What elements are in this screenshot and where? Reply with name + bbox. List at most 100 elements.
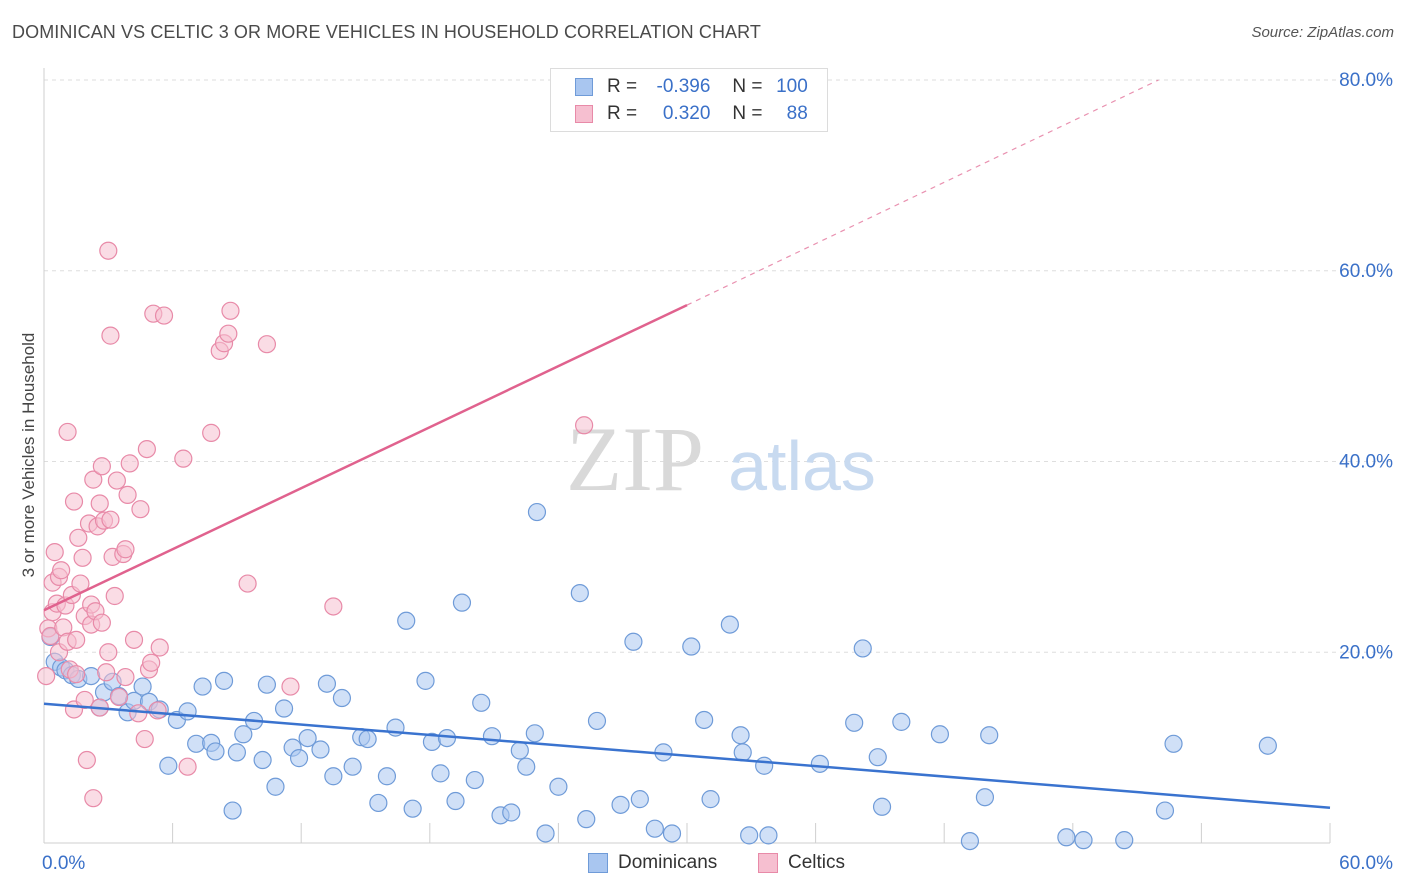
point-dominicans: [193, 677, 212, 696]
point-celtics: [174, 449, 193, 468]
point-celtics: [131, 500, 150, 519]
grid-lines: [44, 79, 1392, 653]
legend-r-value: 0.320: [662, 103, 711, 124]
point-dominicans: [253, 750, 272, 770]
point-dominicans: [577, 810, 596, 829]
legend-swatch-celtics: [575, 105, 593, 123]
point-dominicans: [975, 788, 995, 807]
point-celtics: [150, 638, 169, 657]
point-dominicans: [892, 712, 911, 731]
point-celtics: [52, 561, 71, 580]
point-dominicans: [178, 702, 197, 721]
point-dominicans: [733, 743, 752, 762]
point-dominicans: [517, 757, 536, 776]
point-dominicans: [695, 710, 714, 730]
point-dominicans: [465, 770, 484, 790]
point-celtics: [58, 422, 77, 442]
point-dominicans: [740, 826, 759, 845]
point-dominicans: [549, 777, 568, 796]
y-tick-label: 20.0%: [1339, 642, 1393, 663]
point-dominicans: [317, 674, 337, 693]
point-dominicans: [274, 699, 294, 718]
point-dominicans: [431, 764, 450, 783]
point-celtics: [69, 528, 88, 547]
point-celtics: [178, 757, 197, 776]
legend-label-celtics: Celtics: [788, 852, 846, 873]
source-label: Source: ZipAtlas.com: [1251, 24, 1394, 41]
point-dominicans: [930, 725, 950, 744]
point-celtics: [73, 548, 92, 567]
point-dominicans: [1155, 801, 1175, 820]
point-celtics: [238, 574, 257, 593]
point-dominicans: [358, 729, 377, 749]
point-celtics: [148, 701, 167, 720]
point-celtics: [92, 457, 111, 476]
trend-line-dominicans: [43, 702, 1331, 809]
point-dominicans: [682, 637, 701, 656]
legend-n-value: 88: [786, 103, 808, 124]
point-celtics: [45, 543, 64, 562]
legend-item-dominicans: Dominicans: [588, 852, 717, 874]
point-dominicans: [720, 615, 739, 634]
point-dominicans: [527, 502, 547, 522]
point-celtics: [84, 789, 103, 808]
legend-n-label: N =: [732, 76, 763, 97]
point-celtics: [575, 416, 594, 435]
point-dominicans: [311, 740, 330, 759]
point-dominicans: [377, 767, 397, 786]
point-dominicans: [206, 742, 225, 761]
watermark-atlas: atlas: [728, 427, 876, 505]
legend-swatch-dominicans: [575, 78, 593, 96]
legend-r-label: R =: [607, 76, 638, 97]
point-celtics: [116, 540, 135, 559]
point-dominicans: [187, 734, 206, 753]
legend-r-value: -0.396: [656, 76, 711, 97]
point-celtics: [129, 704, 148, 723]
point-celtics: [221, 301, 240, 320]
point-dominicans: [298, 728, 317, 748]
legend-n-value: 100: [776, 76, 808, 97]
point-dominicans: [1258, 736, 1277, 755]
point-dominicans: [257, 675, 277, 694]
point-celtics: [97, 663, 116, 682]
point-dominicans: [845, 713, 864, 732]
point-dominicans: [853, 639, 872, 658]
stats-legend: R = -0.396 N = 100 R = 0.320 N = 88: [550, 68, 828, 132]
point-dominicans: [525, 724, 544, 743]
point-celtics: [99, 241, 118, 260]
point-dominicans: [1057, 828, 1076, 847]
point-celtics: [202, 423, 221, 442]
point-dominicans: [645, 819, 664, 838]
point-dominicans: [266, 777, 285, 796]
series-legend: Dominicans Celtics: [0, 852, 1406, 878]
point-dominicans: [416, 671, 435, 690]
x-tick-label: 0.0%: [42, 853, 85, 874]
point-dominicans: [510, 741, 529, 760]
point-celtics: [67, 665, 86, 684]
point-dominicans: [343, 757, 362, 776]
point-dominicans: [1115, 831, 1134, 850]
point-dominicans: [1164, 734, 1183, 753]
point-celtics: [67, 630, 86, 649]
point-dominicans: [570, 584, 589, 603]
point-dominicans: [452, 593, 472, 612]
point-dominicans: [369, 793, 388, 813]
point-dominicans: [502, 803, 521, 822]
point-dominicans: [755, 756, 774, 775]
point-dominicans: [536, 824, 555, 843]
point-dominicans: [397, 611, 416, 630]
point-celtics: [120, 454, 139, 473]
point-celtics: [90, 494, 109, 513]
point-celtics: [77, 750, 96, 770]
point-dominicans: [446, 791, 465, 811]
point-dominicans: [289, 749, 309, 768]
point-dominicans: [810, 754, 829, 773]
legend-r-label: R =: [607, 103, 638, 124]
watermark: ZIP atlas: [566, 408, 876, 510]
x-tick-label: 60.0%: [1339, 853, 1393, 874]
legend-n-label: N =: [732, 103, 763, 124]
point-celtics: [137, 440, 156, 459]
legend-swatch-dominicans: [588, 853, 608, 873]
legend-row-dominicans: R = -0.396 N = 100: [575, 74, 808, 100]
